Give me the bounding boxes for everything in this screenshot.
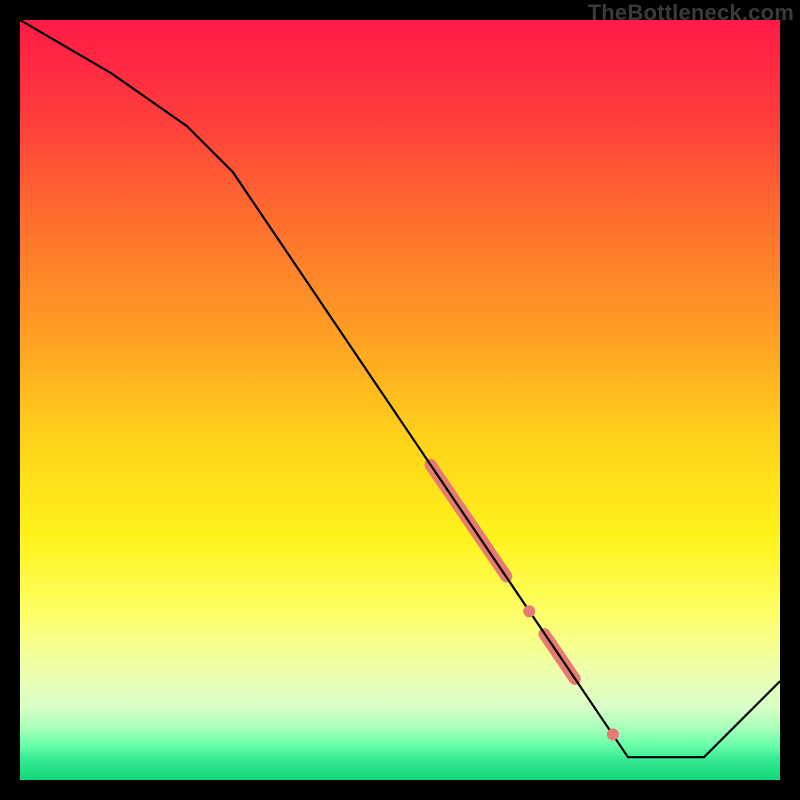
bottleneck-chart <box>20 20 780 780</box>
highlight-dot <box>523 605 535 617</box>
chart-frame: TheBottleneck.com <box>0 0 800 800</box>
gradient-rect <box>20 20 780 780</box>
highlight-dot <box>607 728 619 740</box>
